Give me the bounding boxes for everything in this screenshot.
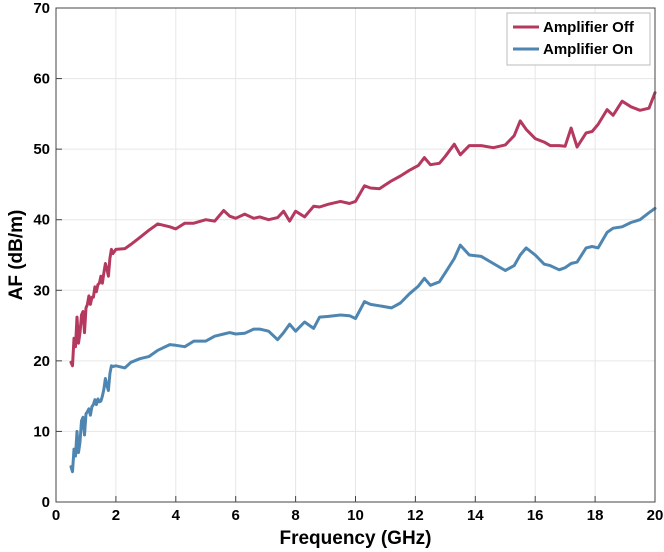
x-tick-label: 2 — [112, 507, 120, 524]
x-tick-label: 12 — [407, 507, 424, 524]
y-tick-label: 0 — [42, 494, 50, 511]
series-layer — [69, 91, 657, 474]
y-tick-label: 30 — [33, 282, 50, 299]
series-line-amplifier-on — [69, 206, 657, 474]
x-axis-title: Frequency (GHz) — [279, 528, 431, 549]
legend-label-amplifier-off: Amplifier Off — [543, 19, 635, 36]
y-tick-label: 60 — [33, 71, 50, 88]
x-tick-label: 4 — [172, 507, 181, 524]
x-tick-label: 0 — [52, 507, 60, 524]
x-tick-label: 6 — [232, 507, 240, 524]
y-tick-label: 50 — [33, 141, 50, 158]
x-tick-label: 8 — [291, 507, 299, 524]
legend-label-amplifier-on: Amplifier On — [543, 41, 633, 58]
grid — [55, 7, 656, 503]
ticks-layer: 0 2 4 6 8 10 12 14 16 18 20 0 10 20 30 40 50 60 70 — [33, 0, 663, 524]
x-tick-label: 18 — [587, 507, 604, 524]
x-tick-label: 20 — [647, 507, 664, 524]
legend-box — [506, 12, 651, 66]
series-line-amplifier-off — [69, 91, 657, 368]
y-tick-label: 40 — [33, 212, 50, 229]
x-tick-label: 14 — [467, 507, 484, 524]
y-tick-label: 70 — [33, 0, 50, 17]
y-tick-label: 10 — [33, 423, 50, 440]
y-axis-title: AF (dB/m) — [6, 210, 27, 301]
y-tick-label: 20 — [33, 353, 50, 370]
legend: Amplifier Off Amplifier On — [506, 12, 651, 66]
x-tick-label: 10 — [347, 507, 364, 524]
x-tick-label: 16 — [527, 507, 544, 524]
